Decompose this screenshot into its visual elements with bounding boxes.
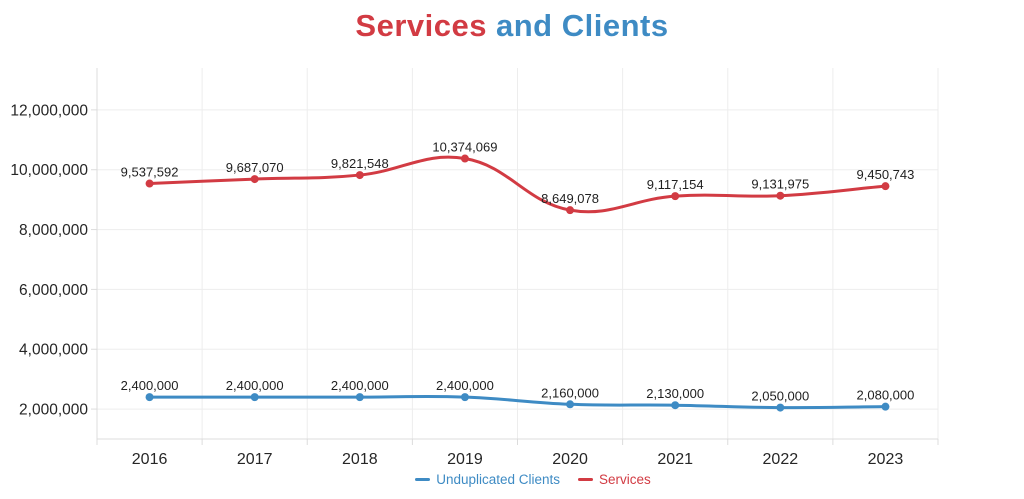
data-label-unduplicated-clients-2017: 2,400,000 (226, 378, 284, 393)
data-point-unduplicated-clients-2020[interactable] (566, 400, 575, 409)
data-label-unduplicated-clients-2023: 2,080,000 (857, 388, 915, 403)
data-label-unduplicated-clients-2016: 2,400,000 (121, 378, 179, 393)
data-point-services-2016[interactable] (145, 179, 154, 188)
chart-title: Services and Clients (0, 8, 1024, 44)
data-label-services-2019: 10,374,069 (432, 140, 497, 155)
chart-title-services: Services (355, 8, 487, 43)
chart-title-and-clients: and Clients (495, 8, 669, 43)
data-label-unduplicated-clients-2022: 2,050,000 (751, 389, 809, 404)
data-point-unduplicated-clients-2016[interactable] (145, 393, 154, 402)
legend-item-services[interactable]: Services (578, 472, 651, 487)
x-tick-label: 2017 (237, 451, 273, 468)
y-tick-label: 8,000,000 (19, 222, 88, 239)
x-tick-label: 2016 (132, 451, 168, 468)
x-tick-label: 2020 (552, 451, 588, 468)
data-point-unduplicated-clients-2018[interactable] (355, 393, 364, 402)
y-tick-label: 12,000,000 (10, 102, 88, 119)
data-point-unduplicated-clients-2021[interactable] (671, 401, 680, 410)
data-point-services-2020[interactable] (566, 206, 575, 215)
data-label-services-2022: 9,131,975 (751, 177, 809, 192)
x-tick-label: 2022 (763, 451, 799, 468)
y-tick-label: 4,000,000 (19, 342, 88, 359)
y-tick-label: 6,000,000 (19, 282, 88, 299)
x-tick-label: 2021 (657, 451, 693, 468)
series-line-services (148, 155, 887, 214)
data-label-services-2021: 9,117,154 (647, 177, 704, 192)
data-point-services-2019[interactable] (460, 154, 469, 163)
data-point-services-2017[interactable] (250, 175, 259, 184)
legend-swatch-clients-line (415, 478, 431, 481)
data-label-unduplicated-clients-2019: 2,400,000 (436, 378, 494, 393)
x-tick-label: 2023 (868, 451, 904, 468)
data-point-unduplicated-clients-2017[interactable] (250, 393, 259, 402)
data-point-services-2021[interactable] (671, 192, 680, 201)
data-point-unduplicated-clients-2022[interactable] (776, 403, 785, 412)
x-tick-label: 2018 (342, 451, 378, 468)
data-label-services-2023: 9,450,743 (857, 167, 915, 182)
data-label-services-2018: 9,821,548 (331, 156, 389, 171)
data-label-unduplicated-clients-2018: 2,400,000 (331, 378, 389, 393)
data-label-services-2020: 8,649,078 (541, 191, 599, 206)
legend-label-unduplicated-clients: Unduplicated Clients (436, 472, 561, 487)
data-point-services-2023[interactable] (881, 182, 890, 191)
legend-item-unduplicated-clients[interactable]: Unduplicated Clients (415, 472, 560, 487)
data-label-services-2016: 9,537,592 (121, 165, 179, 180)
y-tick-label: 2,000,000 (19, 402, 88, 419)
data-point-services-2018[interactable] (355, 171, 364, 180)
y-tick-label: 10,000,000 (10, 162, 88, 179)
legend-label-services: Services (599, 472, 651, 487)
x-tick-label: 2019 (447, 451, 483, 468)
legend-swatch-services-line (578, 478, 594, 481)
chart-legend: Unduplicated Clients Services (21, 472, 1024, 487)
data-point-unduplicated-clients-2019[interactable] (460, 393, 469, 402)
data-label-services-2017: 9,687,070 (226, 160, 284, 175)
data-point-services-2022[interactable] (776, 191, 785, 200)
data-label-unduplicated-clients-2020: 2,160,000 (541, 385, 599, 400)
data-point-unduplicated-clients-2023[interactable] (881, 402, 890, 411)
data-label-unduplicated-clients-2021: 2,130,000 (646, 386, 704, 401)
series-line-unduplicated-clients (148, 394, 887, 410)
